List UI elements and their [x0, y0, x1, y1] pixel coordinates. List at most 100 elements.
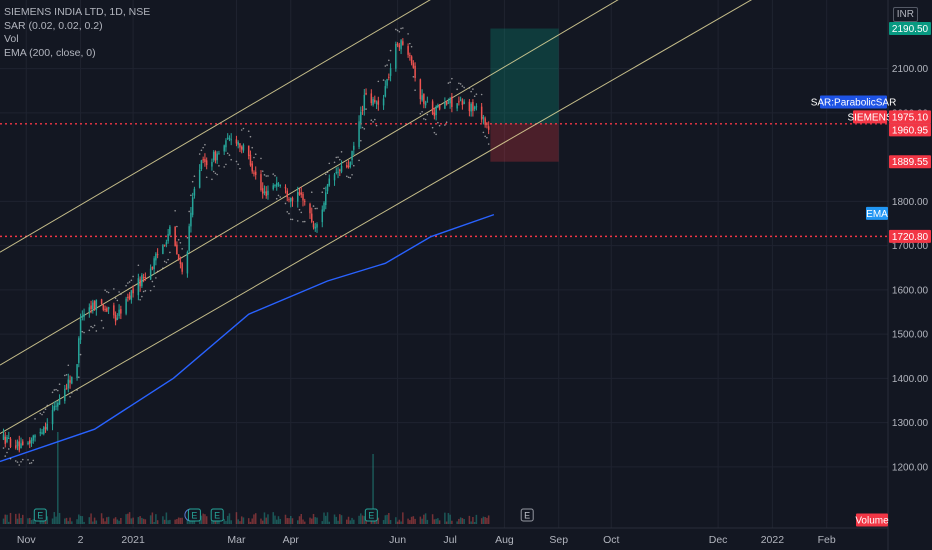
indicator-sar[interactable]: SAR (0.02, 0.02, 0.2) [4, 19, 103, 32]
volume-bar [190, 520, 192, 524]
sar-dot [174, 210, 176, 212]
candle [107, 306, 110, 310]
event-marker-E: E [210, 508, 224, 522]
candle [15, 445, 17, 449]
sar-dot [412, 75, 415, 78]
volume-bar [337, 520, 339, 524]
candle [113, 305, 115, 316]
candle [92, 302, 94, 310]
candle [421, 95, 423, 101]
sar-dot [438, 124, 441, 127]
volume-bar [431, 514, 434, 524]
volume-bar [316, 517, 318, 524]
sar-dot [400, 27, 402, 30]
volume-bar [27, 518, 29, 524]
candle [205, 160, 208, 166]
sar-dot [218, 165, 220, 167]
volume-bar [409, 520, 411, 524]
volume-bar [289, 515, 292, 524]
volume-bar [402, 512, 404, 524]
candle [400, 40, 402, 50]
volume-bar [309, 517, 311, 524]
volume-bar [65, 517, 68, 524]
sar-dot [482, 131, 485, 134]
sar-dot [79, 353, 82, 356]
volume-bar [472, 517, 474, 524]
candle [370, 93, 373, 104]
candle [349, 161, 352, 167]
volume-bar [375, 519, 378, 524]
candle [41, 432, 43, 434]
volume-bar [291, 518, 294, 524]
time-tick-label: 2022 [761, 534, 785, 546]
volume-bar [400, 521, 402, 524]
volume-bar [361, 515, 364, 524]
volume-bar [421, 518, 423, 524]
chart-legend: SIEMENS INDIA LTD, 1D, NSE SAR (0.02, 0.… [4, 6, 150, 60]
candle [163, 244, 166, 246]
candle [100, 299, 103, 304]
volume-bar [2, 518, 5, 524]
sar-dot [377, 80, 380, 83]
volume-bar [51, 518, 54, 524]
candle [410, 56, 413, 64]
volume-bars [2, 432, 490, 524]
candle [128, 295, 131, 299]
close-price-tag-bg [889, 123, 931, 137]
sar-dot [176, 225, 178, 228]
sar-dot [139, 298, 141, 301]
volume-bar [100, 513, 103, 524]
candle [242, 144, 245, 151]
volume-bar [254, 513, 257, 524]
volume-bar [395, 517, 397, 524]
sar-dot [6, 451, 8, 454]
symbol-title[interactable]: SIEMENS INDIA LTD, 1D, NSE [4, 6, 151, 18]
sar-dot [95, 330, 98, 332]
candle [323, 202, 325, 211]
sar-dot [104, 289, 106, 291]
candle [304, 200, 306, 202]
hline-price-tag-bg [889, 229, 931, 243]
volume-bar [169, 519, 171, 524]
volume-bar [461, 518, 464, 524]
candle [423, 94, 425, 104]
volume-bar [407, 518, 409, 524]
sar-dot [44, 408, 47, 411]
candle [328, 178, 331, 186]
candle [32, 435, 35, 441]
sar-dot [71, 392, 73, 394]
volume-bar [325, 515, 327, 524]
price-tick-label: 1500.00 [892, 330, 929, 341]
volume-tag-bg [856, 513, 888, 527]
volume-bar [46, 516, 49, 524]
candle [484, 118, 486, 125]
volume-bar [314, 517, 317, 524]
volume-bar [230, 520, 232, 524]
candle [176, 244, 178, 255]
candle [57, 402, 59, 407]
volume-bar [58, 512, 61, 524]
candle [186, 251, 189, 274]
indicator-vol[interactable]: Vol [4, 33, 19, 45]
sar-dot [7, 448, 10, 450]
sar-dot [27, 459, 29, 461]
currency-button[interactable]: INR [892, 7, 918, 22]
volume-bar [311, 518, 313, 524]
sar-dot [32, 459, 35, 462]
candle [325, 192, 327, 206]
sar-dot [296, 220, 299, 222]
candle [22, 441, 24, 446]
price-tags: 2190.50SAR:ParabolicSAR1990.00SIEMENS197… [811, 22, 931, 527]
sar-dot [409, 42, 411, 45]
candle [312, 223, 315, 228]
volume-bar [410, 516, 413, 524]
volume-bar [92, 521, 94, 524]
candle [165, 242, 168, 245]
candle [142, 277, 145, 279]
sar-dot [214, 172, 217, 175]
sar-dot [102, 327, 105, 329]
volume-bar [340, 515, 343, 524]
volume-bar [55, 516, 57, 524]
indicator-ema[interactable]: EMA (200, close, 0) [4, 46, 96, 59]
